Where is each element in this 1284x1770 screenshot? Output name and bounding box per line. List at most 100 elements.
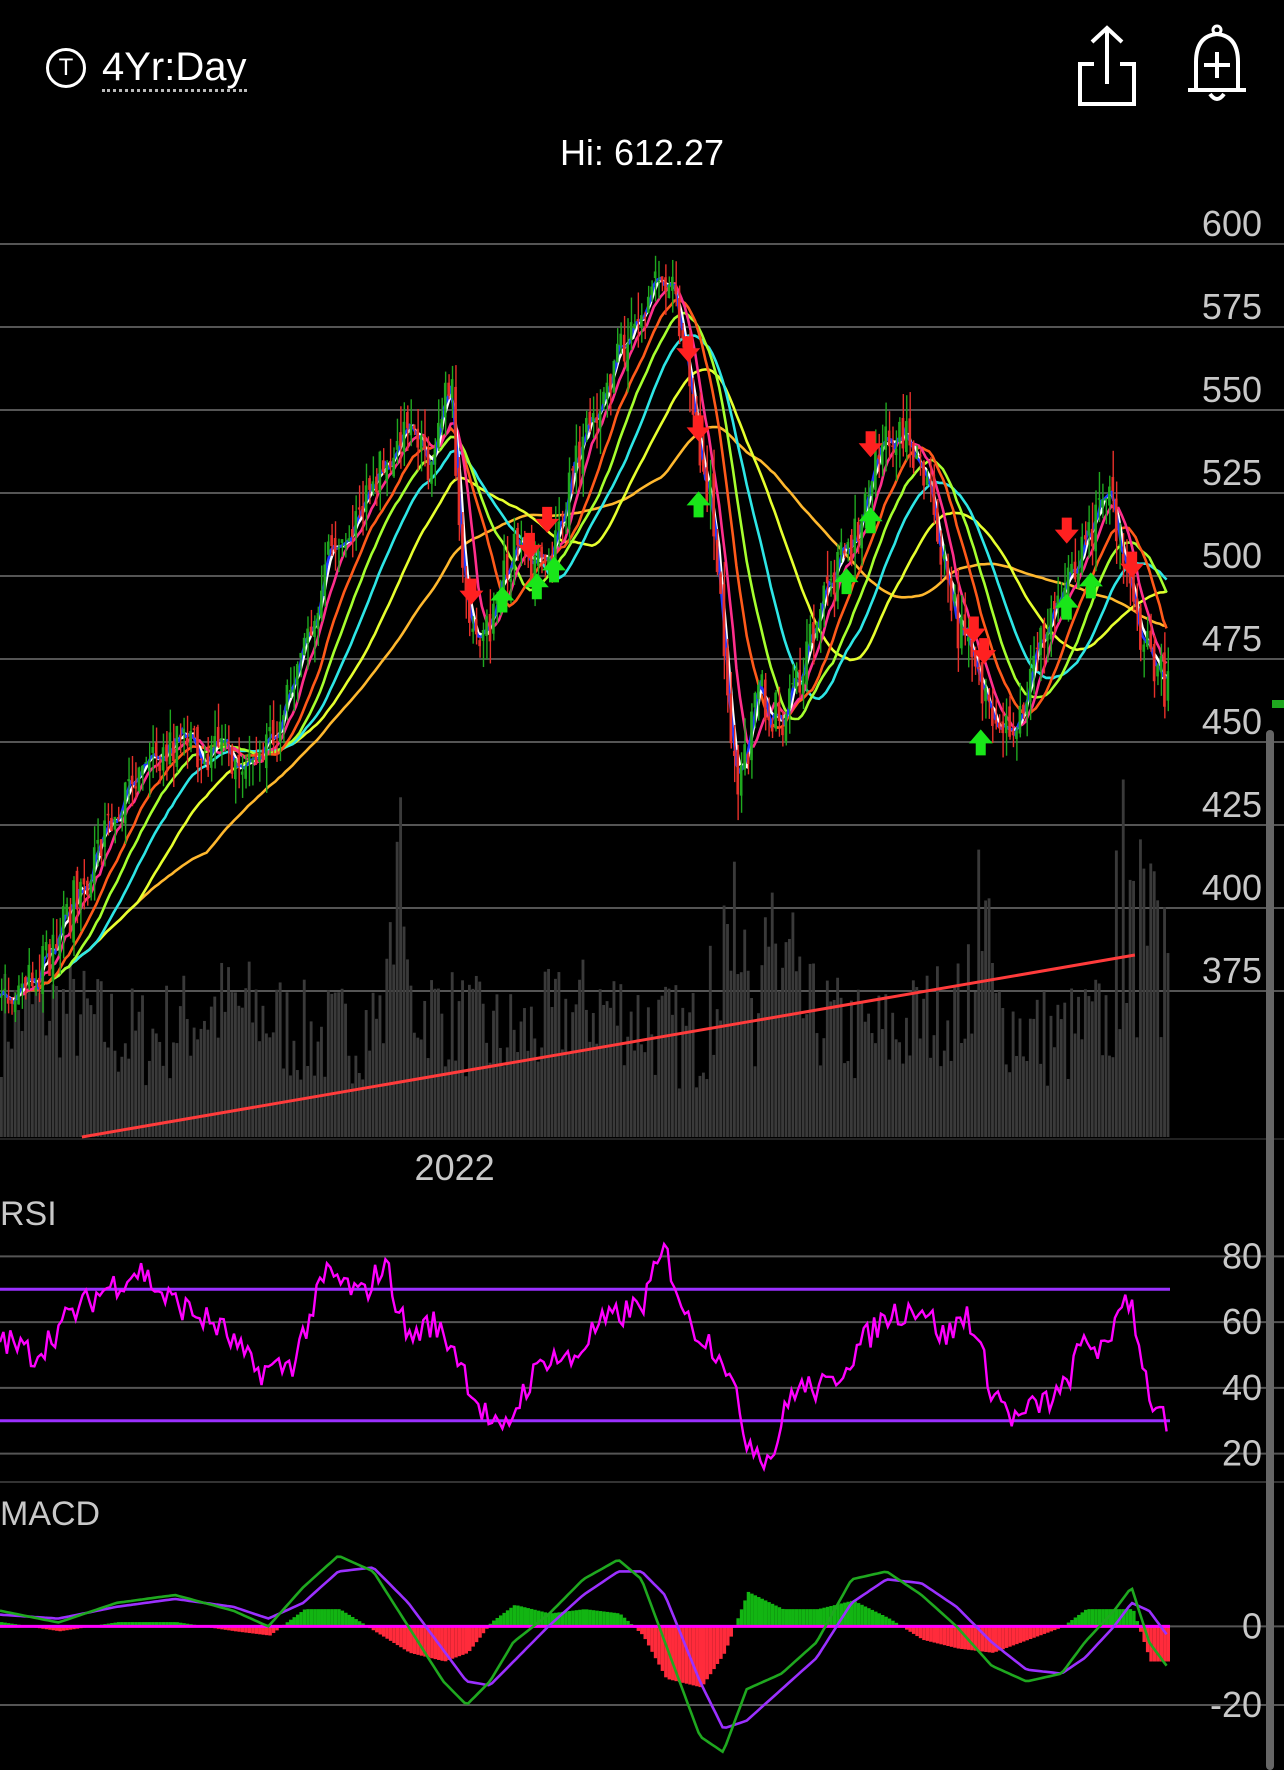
macd-histogram-bar	[326, 1609, 331, 1627]
macd-histogram-bar	[622, 1617, 627, 1627]
volume-bar	[30, 1004, 34, 1137]
candle-body	[244, 766, 247, 779]
macd-histogram-bar	[977, 1626, 981, 1652]
candle-body	[677, 298, 681, 337]
volume-bar	[378, 995, 382, 1137]
macd-histogram-bar	[774, 1605, 778, 1627]
volume-bar	[1156, 900, 1160, 1137]
volume-bar	[271, 1032, 275, 1137]
macd-histogram-bar	[230, 1626, 234, 1631]
macd-histogram-bar	[399, 1626, 403, 1648]
candle-body	[137, 767, 141, 792]
volume-bar	[347, 1055, 351, 1137]
volume-bar	[887, 1059, 891, 1137]
volume-bar	[302, 979, 306, 1137]
macd-histogram-bar	[1042, 1626, 1047, 1634]
candle-body	[368, 478, 371, 490]
macd-histogram-bar	[285, 1622, 290, 1627]
volume-bar	[34, 987, 38, 1137]
volume-bar	[292, 1040, 296, 1137]
macd-histogram-bar	[712, 1626, 716, 1670]
macd-histogram-bar	[1066, 1622, 1071, 1627]
candle-body	[774, 692, 777, 729]
macd-histogram-bar	[237, 1626, 241, 1632]
volume-bar	[172, 1042, 175, 1137]
candle-body	[512, 533, 516, 570]
candle-body	[829, 578, 832, 581]
volume-bar	[1015, 1055, 1018, 1137]
macd-histogram-bar	[708, 1626, 713, 1675]
volume-bar	[1111, 1057, 1115, 1137]
price-axis: 600 575 550 525 500 475 450 425 400 375	[1202, 203, 1262, 991]
moving-average-line	[0, 282, 1168, 1001]
candle-body	[609, 374, 612, 393]
macd-histogram-bar	[320, 1609, 324, 1627]
macd-histogram-bar	[381, 1626, 386, 1637]
candle-body	[178, 735, 182, 737]
scrollbar-thumb	[1266, 730, 1274, 1770]
buy-arrow	[968, 729, 993, 756]
volume-bar	[209, 1006, 213, 1137]
candle-body	[292, 689, 296, 693]
candle-body	[79, 881, 82, 907]
candle-body	[664, 277, 667, 291]
candle-body	[880, 442, 884, 465]
vertical-scrollbar[interactable]	[1266, 700, 1284, 1770]
macd-histogram-bar	[715, 1626, 720, 1664]
candle-body	[378, 451, 382, 493]
time-tick-label: 2022	[415, 1147, 495, 1188]
sell-arrow	[535, 506, 560, 533]
macd-histogram-bar	[433, 1626, 438, 1660]
share-button[interactable]	[1072, 24, 1142, 108]
volume-bar	[285, 992, 289, 1137]
buy-arrow	[542, 556, 567, 583]
candle-body	[640, 315, 643, 328]
candle-body	[192, 728, 196, 731]
macd-histogram-bar	[1090, 1609, 1095, 1627]
volume-bar	[134, 1030, 138, 1137]
macd-histogram-bar	[147, 1622, 152, 1627]
candle-body	[918, 455, 922, 457]
volume-bar	[505, 1047, 509, 1137]
volume-bar	[640, 1044, 643, 1137]
volume-bar	[732, 861, 736, 1137]
volume-bar	[178, 1006, 182, 1137]
candle-body	[1039, 627, 1042, 656]
volume-bar	[691, 993, 695, 1137]
macd-histogram-bar	[719, 1626, 723, 1659]
macd-histogram-bar	[729, 1626, 733, 1637]
price-tick-label: 500	[1202, 535, 1262, 576]
time-range-selector[interactable]: T 4Yr:Day	[46, 40, 247, 96]
macd-histogram-bar	[65, 1626, 69, 1631]
volume-bar	[457, 1001, 461, 1137]
macd-histogram-bar	[392, 1626, 396, 1643]
candle-body	[1018, 705, 1022, 734]
volume-bar	[856, 989, 860, 1137]
volume-bar	[151, 1028, 155, 1137]
sell-arrow	[1120, 551, 1145, 578]
macd-histogram-bar	[825, 1606, 830, 1627]
volume-bar	[788, 938, 791, 1137]
volume-bar	[760, 965, 764, 1137]
candle-body	[574, 445, 578, 473]
price-tick-label: 375	[1202, 950, 1262, 991]
candle-body	[1049, 608, 1053, 640]
macd-histogram-bar	[295, 1614, 300, 1627]
candle-body	[1066, 567, 1070, 597]
macd-histogram-bar	[643, 1626, 647, 1640]
candle-body	[505, 553, 509, 579]
add-alert-button[interactable]	[1182, 24, 1252, 108]
candle-body	[37, 977, 41, 988]
volume-bar	[815, 1033, 819, 1137]
volume-bar	[598, 989, 602, 1137]
candle-body	[323, 564, 327, 597]
macd-histogram-bar	[887, 1618, 892, 1627]
candle-body	[1022, 704, 1025, 714]
volume-bar	[185, 1019, 189, 1137]
macd-histogram-bar	[574, 1610, 579, 1627]
price-candles	[0, 255, 1170, 1023]
macd-histogram-bar	[395, 1626, 400, 1646]
volume-bar	[123, 1043, 127, 1137]
candle-body	[271, 719, 275, 745]
